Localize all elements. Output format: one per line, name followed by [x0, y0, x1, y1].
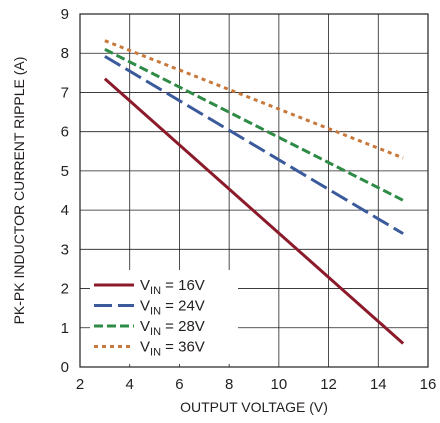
- series-line: [104, 39, 404, 160]
- x-tick-label: 2: [76, 376, 84, 393]
- series-line: [103, 77, 405, 345]
- y-tick-label: 1: [61, 320, 69, 337]
- x-axis-label: OUTPUT VOLTAGE (V): [180, 399, 328, 415]
- x-tick-label: 10: [271, 376, 288, 393]
- y-tick-label: 6: [61, 124, 69, 141]
- y-tick-label: 4: [61, 202, 69, 219]
- y-tick-label: 9: [61, 6, 69, 23]
- x-tick-label: 12: [320, 376, 337, 393]
- x-tick-label: 6: [175, 376, 183, 393]
- x-tick-label: 8: [225, 376, 233, 393]
- x-tick-label: 14: [370, 376, 387, 393]
- x-tick-label: 16: [420, 376, 437, 393]
- y-tick-label: 5: [61, 163, 69, 180]
- legend-label: VIN = 16V: [140, 277, 205, 297]
- y-tick-label: 7: [61, 84, 69, 101]
- x-tick-label: 4: [126, 376, 134, 393]
- legend-label: VIN = 36V: [140, 339, 205, 359]
- series-lines: [103, 39, 405, 345]
- y-axis-label: PK-PK INDUCTOR CURRENT RIPPLE (A): [11, 57, 27, 325]
- y-tick-label: 8: [61, 45, 69, 62]
- y-tick-label: 2: [61, 281, 69, 298]
- series-line: [104, 55, 404, 235]
- legend-label: VIN = 28V: [140, 318, 205, 338]
- legend-label: VIN = 24V: [140, 298, 205, 318]
- y-tick-labels: 0 1 2 3 4 5 6 7 8 9: [61, 6, 69, 376]
- y-tick-label: 0: [61, 359, 69, 376]
- series-line: [104, 47, 404, 202]
- y-tick-label: 3: [61, 241, 69, 258]
- x-tick-labels: 2 4 6 8 10 12 14 16: [76, 376, 437, 393]
- plot-frame: [79, 13, 429, 368]
